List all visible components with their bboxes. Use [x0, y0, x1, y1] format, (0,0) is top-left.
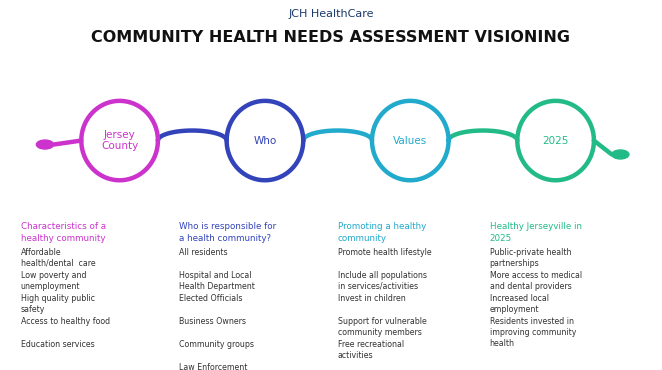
- Text: Characteristics of a
healthy community: Characteristics of a healthy community: [21, 222, 106, 242]
- Text: Promote health lifestyle: Promote health lifestyle: [338, 248, 431, 257]
- Text: Law Enforcement: Law Enforcement: [179, 363, 248, 370]
- Text: More access to medical
and dental providers: More access to medical and dental provid…: [489, 271, 582, 291]
- Text: Affordable
health/dental  care: Affordable health/dental care: [21, 248, 95, 268]
- Text: Values: Values: [393, 135, 428, 145]
- Circle shape: [612, 150, 629, 159]
- Circle shape: [36, 140, 54, 149]
- Text: Increased local
employment: Increased local employment: [489, 294, 549, 314]
- Text: High quality public
safety: High quality public safety: [21, 294, 95, 314]
- Text: Who is responsible for
a health community?: Who is responsible for a health communit…: [179, 222, 276, 242]
- Text: Residents invested in
improving community
health: Residents invested in improving communit…: [489, 317, 576, 348]
- Text: 2025: 2025: [542, 135, 569, 145]
- Text: Hospital and Local
Health Department: Hospital and Local Health Department: [179, 271, 255, 291]
- Text: Invest in children: Invest in children: [338, 294, 405, 303]
- Text: Healthy Jerseyville in
2025: Healthy Jerseyville in 2025: [489, 222, 581, 242]
- Text: Support for vulnerable
community members: Support for vulnerable community members: [338, 317, 426, 337]
- Text: Public-private health
partnerships: Public-private health partnerships: [489, 248, 571, 268]
- Text: Include all populations
in services/activities: Include all populations in services/acti…: [338, 271, 426, 291]
- Text: Community groups: Community groups: [179, 340, 254, 349]
- Text: Promoting a healthy
community: Promoting a healthy community: [338, 222, 426, 242]
- Text: Business Owners: Business Owners: [179, 317, 246, 326]
- Text: Free recreational
activities: Free recreational activities: [338, 340, 404, 360]
- Text: Who: Who: [254, 135, 277, 145]
- Text: All residents: All residents: [179, 248, 228, 257]
- Text: JCH HealthCare: JCH HealthCare: [288, 9, 374, 19]
- Text: Elected Officials: Elected Officials: [179, 294, 242, 303]
- Text: Low poverty and
unemployment: Low poverty and unemployment: [21, 271, 86, 291]
- Text: Access to healthy food: Access to healthy food: [21, 317, 110, 326]
- Text: COMMUNITY HEALTH NEEDS ASSESSMENT VISIONING: COMMUNITY HEALTH NEEDS ASSESSMENT VISION…: [91, 30, 571, 45]
- Text: Education services: Education services: [21, 340, 94, 349]
- Text: Jersey
County: Jersey County: [101, 130, 138, 151]
